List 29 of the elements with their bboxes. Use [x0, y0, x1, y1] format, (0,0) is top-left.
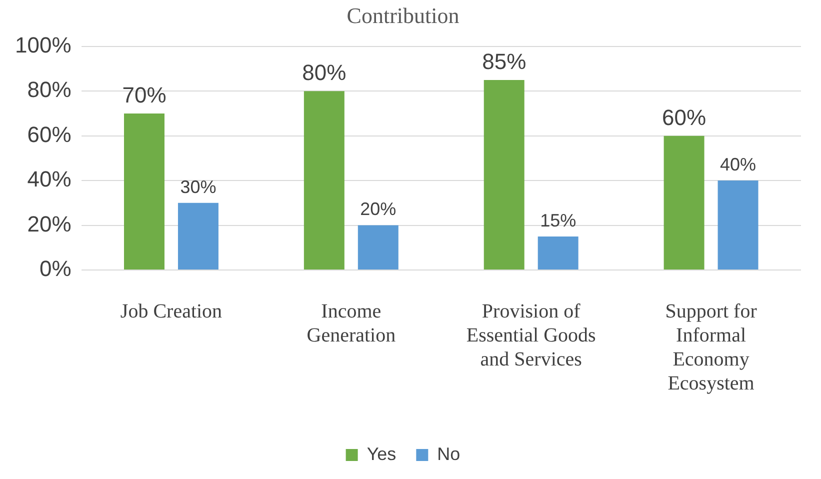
x-tick-label: Provision of Essential Goods and Services [466, 300, 596, 370]
y-tick-label: 20% [27, 211, 72, 236]
y-tick-label: 0% [39, 256, 72, 282]
bar [358, 225, 398, 270]
legend-label: Yes [366, 444, 396, 464]
data-label: 70% [122, 82, 166, 108]
y-tick-label: 80% [27, 77, 72, 102]
data-label: 30% [180, 176, 216, 197]
x-tick-label: Income Generation [306, 300, 396, 346]
data-label: 15% [540, 210, 576, 230]
data-label: 80% [302, 60, 346, 86]
x-tick-label: Job Creation [120, 300, 222, 322]
x-tick-label: Support for Informal Economy Ecosystem [665, 300, 758, 394]
y-tick-label: 40% [27, 166, 72, 192]
bar [664, 136, 704, 270]
data-label: 85% [482, 49, 526, 74]
bar [484, 80, 524, 270]
y-tick-label: 100% [14, 32, 72, 58]
chart-title: Contribution [346, 2, 460, 28]
data-label: 40% [720, 154, 756, 175]
y-tick-label: 60% [27, 122, 72, 147]
bar [124, 113, 164, 270]
bar [178, 202, 218, 270]
data-label: 20% [360, 199, 396, 220]
bar [304, 91, 344, 270]
legend-label: No [437, 444, 460, 464]
bar [538, 236, 578, 270]
bar [718, 180, 758, 270]
data-label: 60% [662, 104, 706, 130]
